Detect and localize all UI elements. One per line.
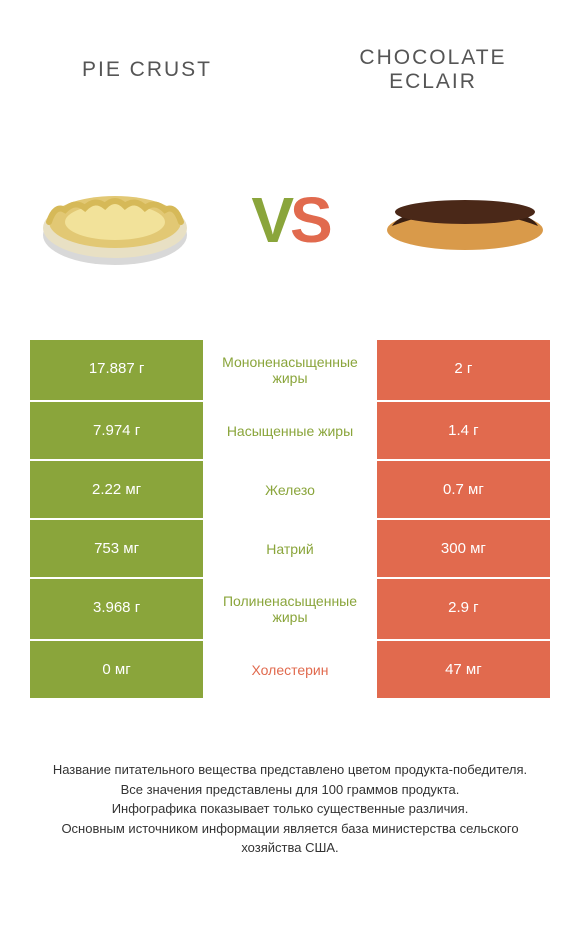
title-left: PIE CRUST xyxy=(30,58,264,82)
nutrient-label: Полиненасыщенные жиры xyxy=(203,579,377,641)
nutrient-label: Железо xyxy=(203,461,377,520)
nutrient-label: Натрий xyxy=(203,520,377,579)
value-right: 2 г xyxy=(377,340,550,402)
footer-line: Основным источником информации является … xyxy=(40,819,540,858)
table-row: 2.22 мгЖелезо0.7 мг xyxy=(30,461,550,520)
value-left: 3.968 г xyxy=(30,579,203,641)
footer-line: Название питательного вещества представл… xyxy=(40,760,540,780)
value-left: 0 мг xyxy=(30,641,203,700)
value-left: 753 мг xyxy=(30,520,203,579)
table-row: 0 мгХолестерин47 мг xyxy=(30,641,550,700)
vs-s: S xyxy=(290,184,329,256)
footer-line: Все значения представлены для 100 граммо… xyxy=(40,780,540,800)
hero-row: VS xyxy=(30,120,550,320)
title-row: PIE CRUST CHOCOLATE ECLAIR xyxy=(30,30,550,110)
table-row: 753 мгНатрий300 мг xyxy=(30,520,550,579)
value-right: 2.9 г xyxy=(377,579,550,641)
footer-notes: Название питательного вещества представл… xyxy=(30,760,550,858)
title-right: CHOCOLATE ECLAIR xyxy=(316,46,550,94)
value-right: 47 мг xyxy=(377,641,550,700)
value-right: 1.4 г xyxy=(377,402,550,461)
value-left: 7.974 г xyxy=(30,402,203,461)
vs-label: VS xyxy=(251,183,328,257)
table-row: 17.887 гМононенасыщенные жиры2 г xyxy=(30,340,550,402)
value-left: 17.887 г xyxy=(30,340,203,402)
nutrient-label: Холестерин xyxy=(203,641,377,700)
value-right: 0.7 мг xyxy=(377,461,550,520)
vs-v: V xyxy=(251,184,290,256)
value-left: 2.22 мг xyxy=(30,461,203,520)
nutrient-label: Насыщенные жиры xyxy=(203,402,377,461)
comparison-table: 17.887 гМононенасыщенные жиры2 г7.974 гН… xyxy=(30,340,550,700)
table-row: 3.968 гПолиненасыщенные жиры2.9 г xyxy=(30,579,550,641)
pie-crust-image xyxy=(30,150,200,290)
nutrient-label: Мононенасыщенные жиры xyxy=(203,340,377,402)
footer-line: Инфографика показывает только существенн… xyxy=(40,799,540,819)
table-row: 7.974 гНасыщенные жиры1.4 г xyxy=(30,402,550,461)
eclair-image xyxy=(380,150,550,290)
value-right: 300 мг xyxy=(377,520,550,579)
